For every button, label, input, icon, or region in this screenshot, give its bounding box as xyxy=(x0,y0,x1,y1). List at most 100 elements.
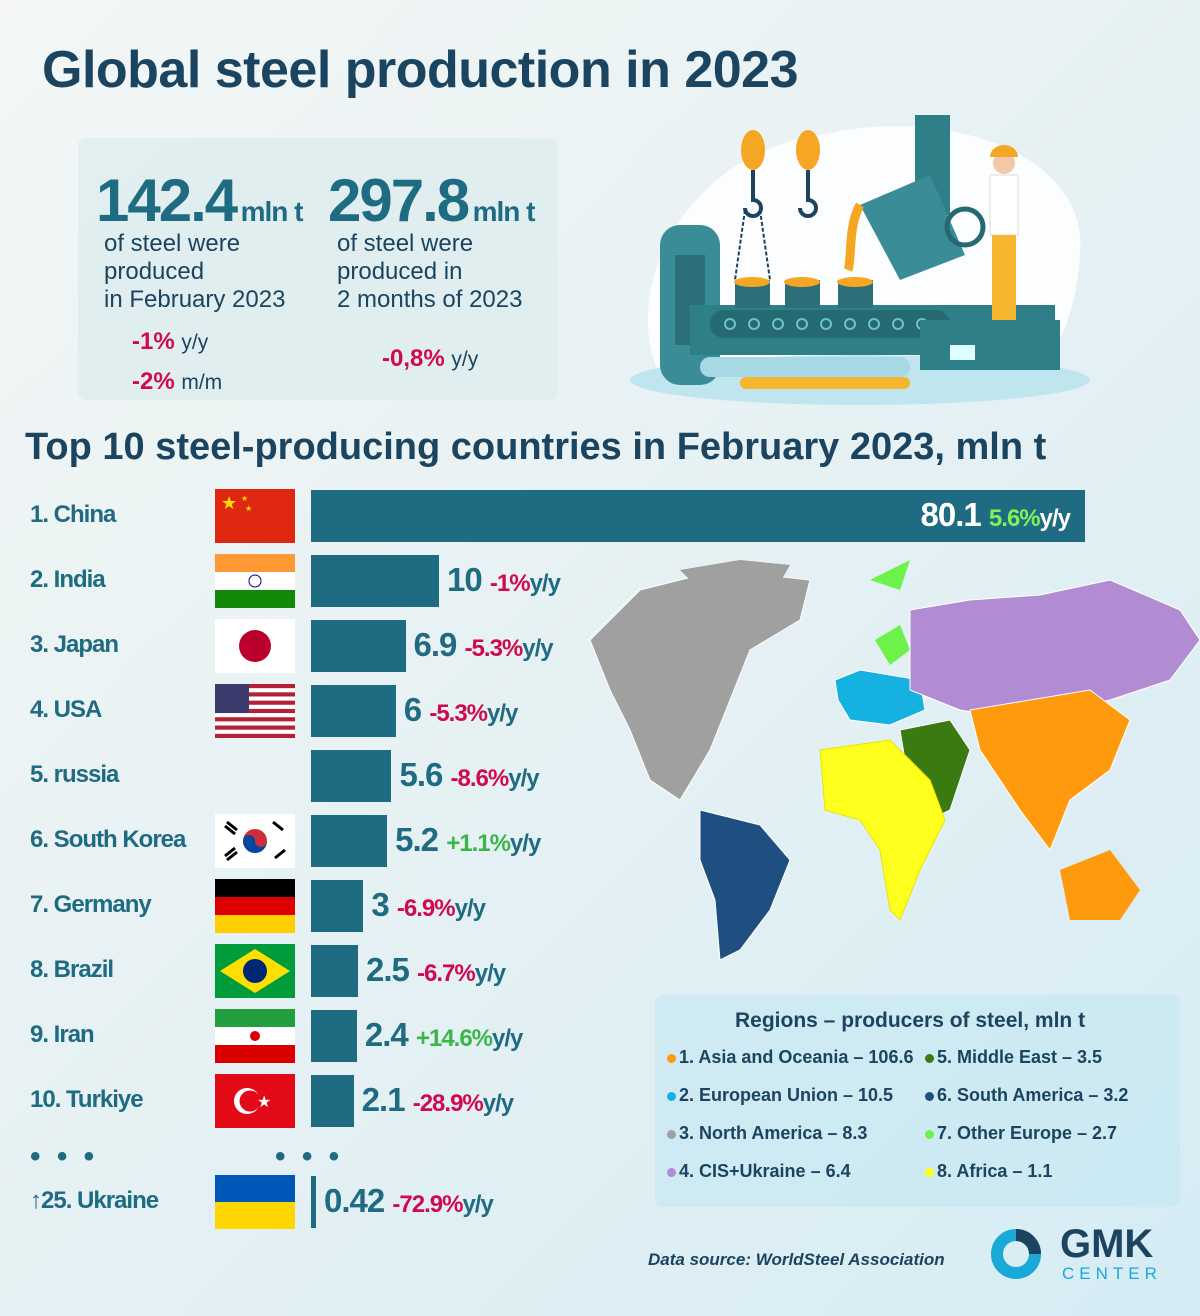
country-label: 7. Germany xyxy=(30,891,152,918)
bar xyxy=(311,555,439,607)
change: +14.6% xyxy=(415,1025,493,1052)
change: -8.6% xyxy=(450,765,510,792)
steel-mill-illustration xyxy=(630,115,1090,405)
flag-icon xyxy=(215,814,295,868)
value: 80.1 xyxy=(920,496,982,533)
change-unit: y/y xyxy=(482,1090,514,1117)
country-label: 8. Brazil xyxy=(30,956,114,983)
change: -6.9% xyxy=(396,895,456,922)
legend-item: 5. Middle East – 3.5 xyxy=(925,1047,1102,1068)
value-label: 80.1 5.6%y/y xyxy=(920,496,1071,534)
value: 3 xyxy=(371,886,389,923)
value-label: 2.4 +14.6%y/y xyxy=(364,1016,524,1054)
country-label: 3. Japan xyxy=(30,631,119,658)
page-title: Global steel production in 2023 xyxy=(42,41,799,99)
value-label: 2.5 -6.7%y/y xyxy=(366,951,506,989)
change-unit: y/y xyxy=(529,570,561,597)
change: -5.3% xyxy=(429,700,488,727)
value: 2.1 xyxy=(361,1081,406,1118)
bar xyxy=(311,880,364,932)
country-label: 5. russia xyxy=(30,761,119,788)
world-map xyxy=(589,560,1200,961)
stat-feb-desc: of steel were produced in February 2023 xyxy=(104,230,286,313)
change: -72.9% xyxy=(392,1191,463,1218)
legend-item: 2. European Union – 10.5 xyxy=(667,1085,893,1106)
data-source: Data source: WorldSteel Association xyxy=(648,1250,945,1269)
change: -28.9% xyxy=(412,1090,484,1117)
bar xyxy=(311,750,392,802)
value: 6.9 xyxy=(413,626,458,663)
stats-panel xyxy=(78,138,558,400)
svg-text:★: ★ xyxy=(241,494,248,503)
change: 5.6% xyxy=(988,505,1041,532)
flag-icon xyxy=(215,879,295,933)
change: -1% xyxy=(489,570,531,597)
country-label: ↑25. Ukraine xyxy=(30,1187,159,1214)
svg-text:★: ★ xyxy=(221,493,237,513)
legend-dot-icon xyxy=(925,1130,934,1139)
ellipsis: • • • xyxy=(30,1140,99,1173)
change-unit: y/y xyxy=(462,1191,493,1218)
legend-item: 4. CIS+Ukraine – 6.4 xyxy=(667,1161,851,1182)
change-unit: y/y xyxy=(522,635,553,662)
country-label: 6. South Korea xyxy=(30,826,186,853)
stat-feb-yy: -1% y/y xyxy=(132,328,209,355)
legend-item: 3. North America – 8.3 xyxy=(667,1123,867,1144)
svg-text:★: ★ xyxy=(257,1094,271,1111)
bar xyxy=(311,620,406,672)
legend-dot-icon xyxy=(667,1130,676,1139)
bar xyxy=(311,1176,316,1228)
country-label: 2. India xyxy=(30,566,106,593)
legend-dot-icon xyxy=(667,1054,676,1063)
change-unit: y/y xyxy=(487,700,518,727)
chart-title: Top 10 steel-producing countries in Febr… xyxy=(25,426,1047,468)
value-label: 6.9 -5.3%y/y xyxy=(413,626,554,664)
legend-item: 1. Asia and Oceania – 106.6 xyxy=(667,1047,913,1068)
flag-icon xyxy=(215,944,295,998)
change-unit: y/y xyxy=(509,830,541,857)
country-label: 4. USA xyxy=(30,696,102,723)
stat-feb-value: 142.4 mln t xyxy=(96,167,303,234)
value: 5.2 xyxy=(395,821,439,858)
flag-icon xyxy=(215,554,295,608)
legend-dot-icon xyxy=(667,1092,676,1101)
flag-icon xyxy=(215,619,295,673)
legend-dot-icon xyxy=(925,1168,934,1177)
value: 2.5 xyxy=(366,951,410,988)
value: 5.6 xyxy=(399,756,443,793)
value: 2.4 xyxy=(364,1016,409,1053)
value: 10 xyxy=(447,561,483,598)
gmk-logo: GMK CENTER xyxy=(988,1222,1157,1287)
value-label: 6 -5.3%y/y xyxy=(403,691,519,729)
bar xyxy=(311,685,396,737)
legend-item: 7. Other Europe – 2.7 xyxy=(925,1123,1117,1144)
value-label: 10 -1%y/y xyxy=(447,561,561,599)
value-label: 2.1 -28.9%y/y xyxy=(361,1081,514,1119)
country-label: 9. Iran xyxy=(30,1021,95,1048)
legend-dot-icon xyxy=(667,1168,676,1177)
bar xyxy=(311,815,388,867)
legend-item: 6. South America – 3.2 xyxy=(925,1085,1128,1106)
flag-icon: ★ xyxy=(215,1074,295,1128)
change-unit: y/y xyxy=(474,960,506,987)
bar xyxy=(311,1075,354,1127)
stat-2m-yy: -0,8% y/y xyxy=(382,345,479,372)
legend-dot-icon xyxy=(925,1092,934,1101)
change-unit: y/y xyxy=(508,765,539,792)
flag-icon xyxy=(215,684,295,738)
flag-icon xyxy=(215,1175,295,1229)
change: -5.3% xyxy=(464,635,524,662)
stat-2m-value: 297.8 mln t xyxy=(328,167,535,234)
legend-dot-icon xyxy=(925,1054,934,1063)
value: 0.42 xyxy=(324,1182,385,1219)
country-label: 10. Turkiye xyxy=(30,1086,144,1113)
logo-ring-icon xyxy=(991,1229,1041,1279)
flag-icon xyxy=(215,1009,295,1063)
flag-icon: ★ ★ ★ xyxy=(215,489,295,543)
legend-item: 8. Africa – 1.1 xyxy=(925,1161,1052,1182)
change: +1.1% xyxy=(446,830,511,857)
legend-title: Regions – producers of steel, mln t xyxy=(735,1009,1086,1032)
ellipsis: • • • xyxy=(275,1140,344,1173)
value: 6 xyxy=(403,691,422,728)
value-label: 5.6 -8.6%y/y xyxy=(399,756,539,794)
